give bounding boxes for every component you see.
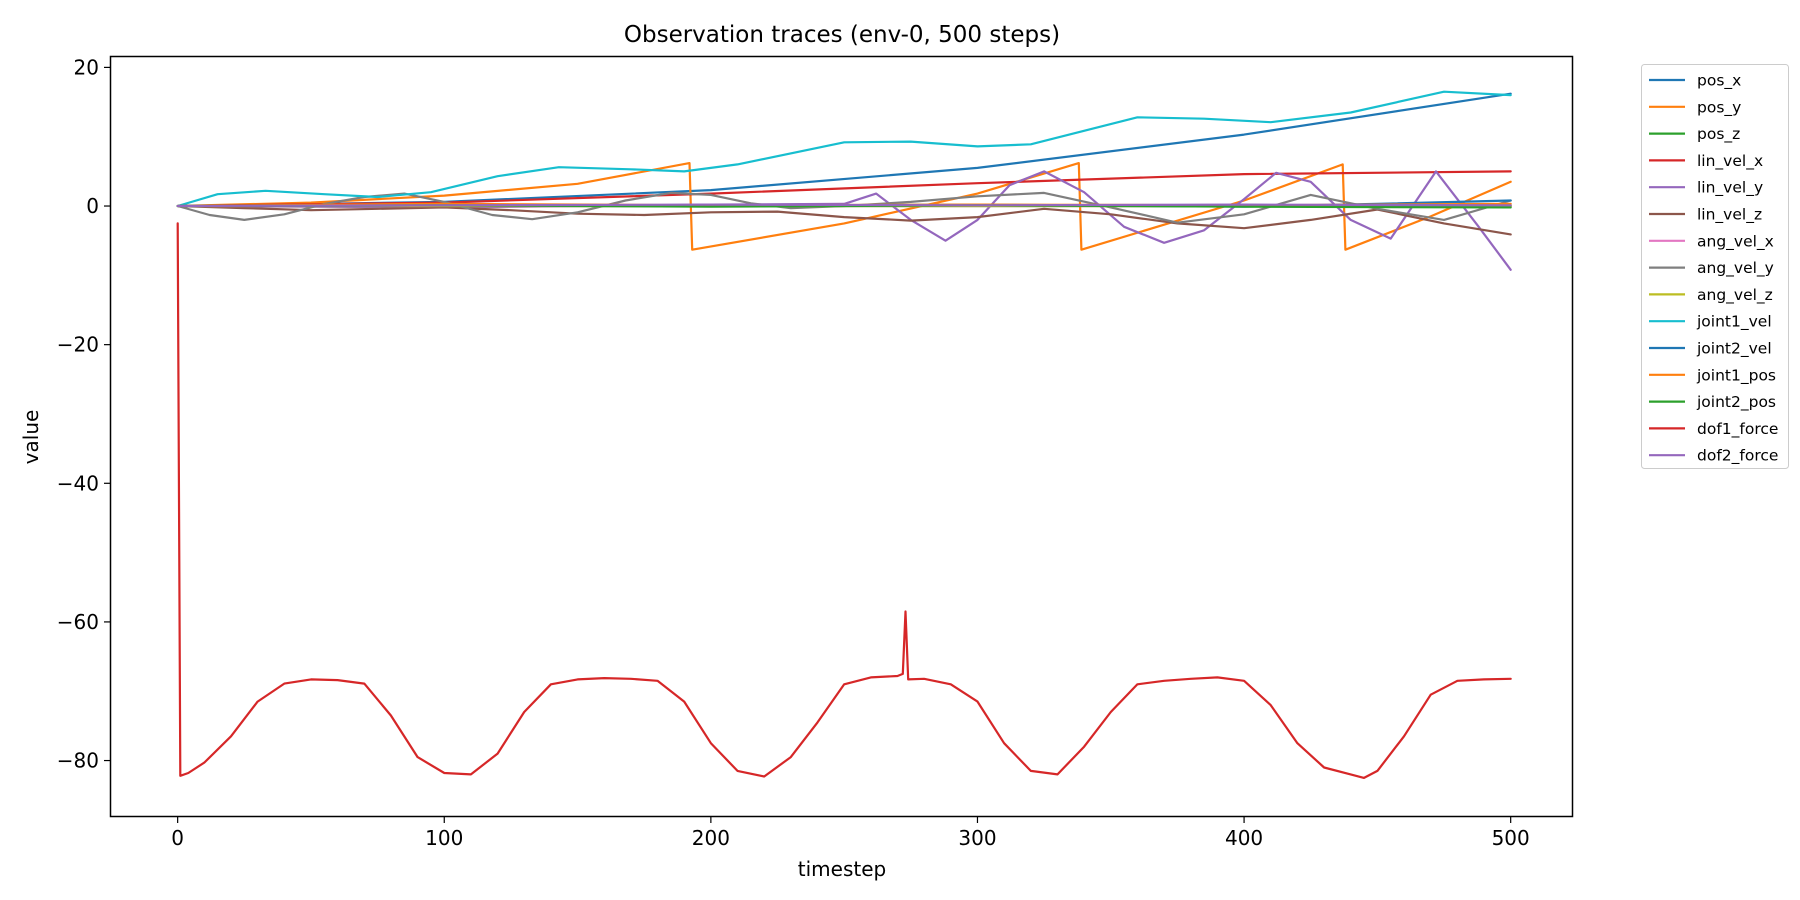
- legend-item: lin_vel_z: [1649, 206, 1762, 225]
- legend-item: joint2_pos: [1649, 393, 1776, 412]
- legend-label: ang_vel_y: [1697, 259, 1774, 278]
- legend-item: ang_vel_y: [1649, 259, 1774, 278]
- series-line-ang-vel-y: [176, 191, 1512, 224]
- y-axis-label: value: [19, 410, 43, 465]
- legend-label: joint1_pos: [1696, 366, 1776, 385]
- legend-label: ang_vel_x: [1697, 232, 1774, 251]
- x-tick-label: 300: [958, 826, 996, 850]
- legend-item: joint2_vel: [1649, 340, 1772, 359]
- legend-item: ang_vel_z: [1649, 286, 1773, 305]
- legend-item: pos_y: [1649, 98, 1741, 117]
- series-line-lin-vel-z: [176, 204, 1512, 236]
- x-tick-label: 100: [425, 826, 463, 850]
- legend-label: dof2_force: [1697, 447, 1778, 466]
- plot-frame: [109, 55, 1574, 818]
- x-axis-label: timestep: [798, 857, 886, 881]
- y-tick-label: 0: [86, 194, 99, 218]
- series-line-lin-vel-y: [176, 170, 1512, 271]
- y-tick-label: −40: [57, 471, 99, 495]
- legend-label: lin_vel_x: [1697, 152, 1763, 171]
- legend-label: pos_z: [1697, 125, 1740, 144]
- chart-title: Observation traces (env-0, 500 steps): [624, 22, 1060, 48]
- series-line-joint1-vel: [176, 90, 1512, 208]
- legend-item: joint1_vel: [1649, 313, 1772, 332]
- y-tick-label: −80: [57, 749, 99, 773]
- x-tick-label: 400: [1225, 826, 1263, 850]
- legend-label: joint2_pos: [1696, 393, 1776, 412]
- x-tick-label: 200: [692, 826, 730, 850]
- series-line-dof1-force: [176, 222, 1512, 780]
- legend-item: dof2_force: [1649, 447, 1778, 466]
- legend: pos_x pos_y pos_z lin_vel_x lin_vel_y lin_vel…: [1641, 64, 1789, 469]
- x-tick-label: 0: [171, 826, 184, 850]
- legend-label: dof1_force: [1697, 420, 1778, 439]
- legend-label: joint2_vel: [1696, 340, 1772, 359]
- legend-item: dof1_force: [1649, 420, 1778, 439]
- legend-frame: [1641, 64, 1789, 469]
- legend-label: pos_x: [1697, 72, 1741, 91]
- x-tick-label: 500: [1492, 826, 1530, 850]
- legend-label: ang_vel_z: [1697, 286, 1773, 305]
- plot-area: [176, 90, 1512, 780]
- legend-item: ang_vel_x: [1649, 232, 1774, 251]
- series-line-pos-y: [176, 162, 1512, 251]
- legend-item: joint1_pos: [1649, 366, 1776, 385]
- legend-label: pos_y: [1697, 98, 1741, 117]
- legend-item: pos_x: [1649, 72, 1741, 91]
- legend-label: lin_vel_z: [1697, 206, 1762, 225]
- series-line-dof2-force: [176, 203, 1512, 208]
- legend-item: lin_vel_y: [1649, 179, 1763, 198]
- legend-item: lin_vel_x: [1649, 152, 1763, 171]
- y-tick-label: −20: [57, 333, 99, 357]
- legend-item: pos_z: [1649, 125, 1740, 144]
- y-tick-label: 20: [74, 55, 99, 79]
- legend-label: lin_vel_y: [1697, 179, 1763, 198]
- legend-label: joint1_vel: [1696, 313, 1772, 332]
- y-tick-label: −60: [57, 610, 99, 634]
